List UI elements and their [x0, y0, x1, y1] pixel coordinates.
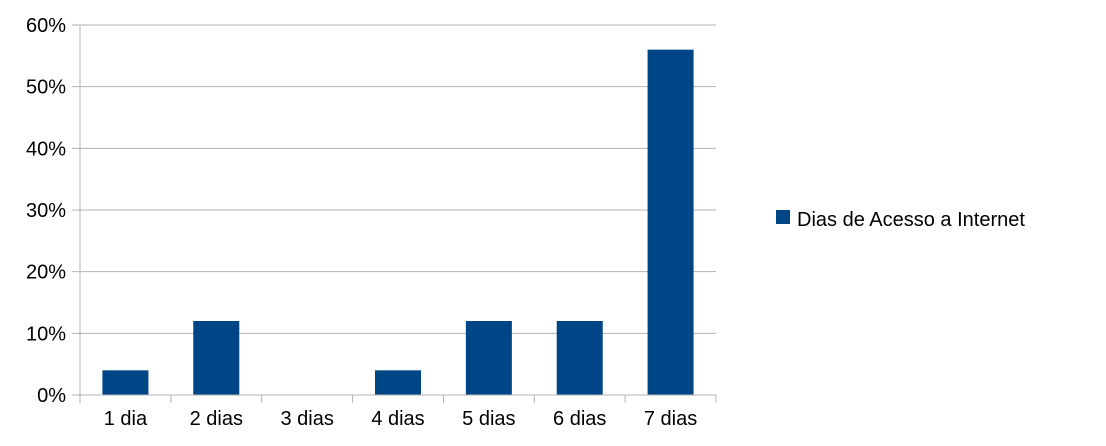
y-tick-label: 20% [26, 262, 66, 284]
x-tick-labels: 1 dia 2 dias 3 dias 4 dias 5 dias 6 dias 7 dia… [104, 408, 698, 430]
gridlines [72, 24, 716, 396]
bars [102, 49, 694, 396]
bar [647, 49, 694, 396]
x-tick-label: 6 dias [553, 408, 606, 430]
y-tick-label: 40% [26, 138, 66, 160]
y-tick-label: 60% [26, 15, 66, 37]
legend: Dias de Acesso a Internet [776, 209, 1025, 231]
y-tick-label: 50% [26, 77, 66, 99]
legend-swatch [776, 210, 790, 224]
bar [102, 370, 149, 395]
bar [556, 321, 603, 395]
bar [465, 321, 512, 395]
y-tick-label: 30% [26, 200, 66, 222]
x-tick-label: 1 dia [104, 408, 148, 430]
x-tick-label: 7 dias [644, 408, 697, 430]
axes [79, 25, 717, 403]
y-tick-labels: 0% 10% 20% 30% 40% 50% 60% [26, 15, 66, 407]
y-tick-label: 0% [37, 385, 66, 407]
x-tick-label: 4 dias [371, 408, 424, 430]
y-tick-label: 10% [26, 323, 66, 345]
x-tick-label: 3 dias [280, 408, 333, 430]
bar [375, 370, 421, 395]
legend-label: Dias de Acesso a Internet [797, 209, 1025, 231]
x-tick-label: 2 dias [190, 408, 243, 430]
x-tick-label: 5 dias [462, 408, 515, 430]
bar [193, 321, 240, 395]
